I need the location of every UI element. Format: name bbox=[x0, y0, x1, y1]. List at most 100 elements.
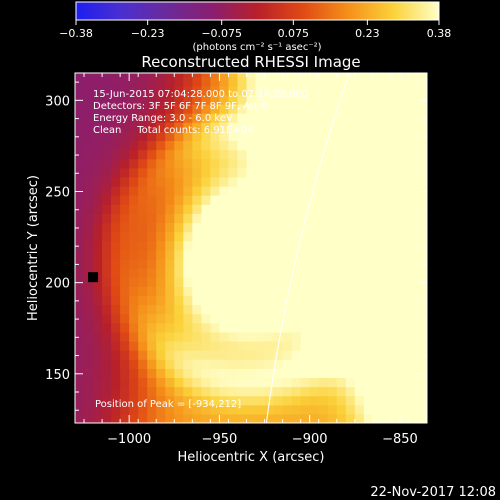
heatmap-pixel bbox=[111, 213, 121, 224]
heatmap-pixel bbox=[156, 231, 166, 242]
heatmap-pixel bbox=[408, 85, 419, 96]
heatmap-pixel bbox=[183, 404, 193, 415]
heatmap-pixel bbox=[372, 186, 383, 196]
heatmap-pixel bbox=[156, 322, 166, 333]
heatmap-pixel bbox=[408, 413, 419, 423]
heatmap-pixel bbox=[264, 304, 275, 315]
heatmap-pixel bbox=[345, 73, 356, 78]
heatmap-pixel bbox=[111, 140, 121, 151]
heatmap-pixel bbox=[282, 331, 293, 342]
heatmap-pixel bbox=[354, 404, 365, 415]
heatmap-pixel bbox=[120, 286, 130, 296]
heatmap-pixel bbox=[417, 158, 427, 169]
heatmap-pixel bbox=[399, 286, 410, 296]
heatmap-pixel bbox=[300, 186, 311, 196]
heatmap-pixel bbox=[147, 176, 157, 187]
heatmap-pixel bbox=[273, 158, 284, 169]
heatmap-pixel bbox=[237, 268, 248, 278]
heatmap-pixel bbox=[156, 359, 166, 369]
heatmap-pixel bbox=[255, 313, 266, 324]
heatmap-pixel bbox=[318, 359, 329, 369]
heatmap-pixel bbox=[102, 322, 112, 333]
heatmap-pixel bbox=[174, 176, 184, 187]
heatmap-pixel bbox=[390, 277, 401, 287]
heatmap-pixel bbox=[174, 331, 184, 342]
heatmap-pixel bbox=[318, 195, 329, 205]
heatmap-pixel bbox=[399, 222, 410, 233]
heatmap-pixel bbox=[228, 359, 239, 369]
heatmap-pixel bbox=[264, 176, 275, 187]
heatmap-pixel bbox=[246, 213, 257, 224]
heatmap-pixel bbox=[228, 268, 239, 278]
heatmap-pixel bbox=[354, 340, 365, 351]
heatmap-pixel bbox=[282, 368, 293, 379]
heatmap-pixel bbox=[174, 94, 184, 105]
heatmap-pixel bbox=[75, 395, 85, 406]
heatmap-pixel bbox=[363, 277, 374, 287]
heatmap-pixel bbox=[300, 167, 311, 178]
heatmap-pixel bbox=[228, 313, 239, 324]
heatmap-pixel bbox=[345, 286, 356, 296]
heatmap-pixel bbox=[219, 213, 230, 224]
heatmap-pixel bbox=[354, 176, 365, 187]
heatmap-pixel bbox=[336, 76, 347, 87]
heatmap-pixel bbox=[147, 258, 157, 269]
heatmap-pixel bbox=[399, 186, 410, 196]
heatmap-pixel bbox=[120, 140, 130, 151]
heatmap-pixel bbox=[165, 249, 175, 260]
heatmap-pixel bbox=[372, 322, 383, 333]
heatmap-pixel bbox=[309, 286, 320, 296]
heatmap-pixel bbox=[84, 186, 94, 196]
heatmap-pixel bbox=[111, 313, 121, 324]
heatmap-pixel bbox=[291, 76, 302, 87]
heatmap-pixel bbox=[183, 240, 193, 251]
heatmap-pixel bbox=[75, 113, 85, 123]
heatmap-pixel bbox=[147, 286, 157, 296]
heatmap-pixel bbox=[201, 204, 211, 214]
heatmap-pixel bbox=[174, 295, 184, 306]
heatmap-pixel bbox=[246, 94, 257, 105]
heatmap-pixel bbox=[336, 140, 347, 151]
solar-limb-line bbox=[265, 73, 351, 423]
heatmap-pixel bbox=[417, 258, 427, 269]
heatmap-pixel bbox=[291, 331, 302, 342]
heatmap-pixel bbox=[399, 413, 410, 423]
heatmap-pixel bbox=[264, 368, 275, 379]
heatmap-pixel bbox=[345, 85, 356, 96]
heatmap-pixel bbox=[183, 258, 193, 269]
heatmap-pixel bbox=[237, 249, 248, 260]
heatmap-pixel bbox=[327, 213, 338, 224]
heatmap-pixel bbox=[192, 103, 202, 114]
heatmap-pixel bbox=[219, 258, 230, 269]
heatmap-pixel bbox=[372, 73, 383, 78]
heatmap-pixel bbox=[354, 213, 365, 224]
heatmap-pixel bbox=[210, 113, 221, 123]
heatmap-pixel bbox=[372, 167, 383, 178]
heatmap-pixel bbox=[174, 186, 184, 196]
heatmap-pixel bbox=[282, 413, 293, 423]
peak-marker-square bbox=[88, 272, 99, 283]
heatmap-pixel bbox=[300, 176, 311, 187]
heatmap-pixel bbox=[75, 131, 85, 142]
heatmap-pixel bbox=[192, 240, 202, 251]
heatmap-pixel bbox=[201, 322, 211, 333]
heatmap-pixel bbox=[381, 158, 392, 169]
heatmap-pixel bbox=[174, 240, 184, 251]
heatmap-pixel bbox=[399, 268, 410, 278]
heatmap-pixel bbox=[192, 395, 202, 406]
heatmap-pixel bbox=[228, 76, 239, 87]
heatmap-pixel bbox=[237, 195, 248, 205]
heatmap-pixel bbox=[336, 213, 347, 224]
heatmap-pixel bbox=[399, 277, 410, 287]
heatmap-pixel bbox=[84, 158, 94, 169]
heatmap-pixel bbox=[174, 286, 184, 296]
heatmap-pixel bbox=[390, 286, 401, 296]
heatmap-pixel bbox=[327, 249, 338, 260]
heatmap-pixel bbox=[399, 113, 410, 123]
heatmap-pixel bbox=[111, 304, 121, 315]
heatmap-pixel bbox=[327, 167, 338, 178]
heatmap-pixel bbox=[120, 73, 130, 78]
heatmap-pixel bbox=[228, 122, 239, 132]
heatmap-pixel bbox=[219, 268, 230, 278]
heatmap-pixel bbox=[93, 322, 103, 333]
